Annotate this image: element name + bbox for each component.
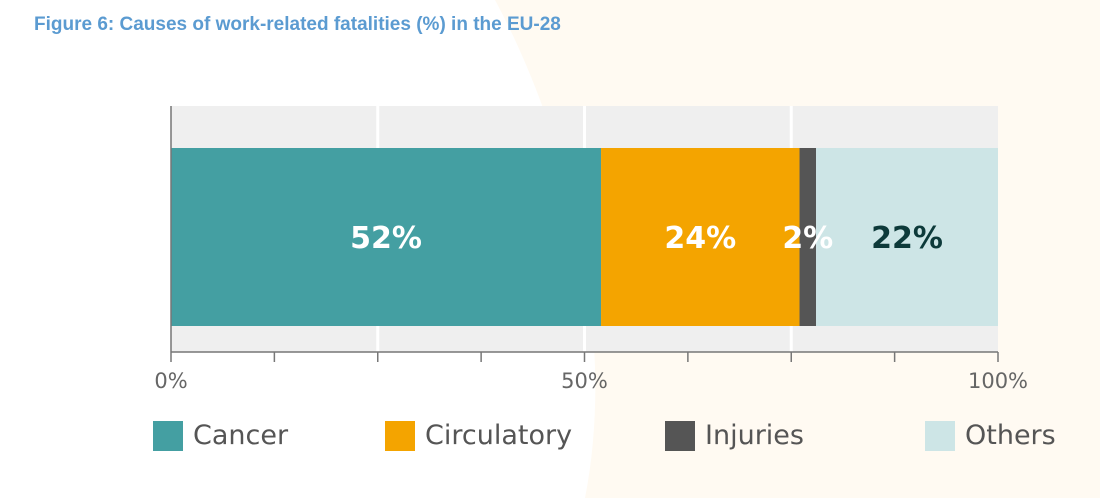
legend-swatch-circulatory [385, 420, 415, 451]
legend-swatch-cancer [153, 420, 183, 451]
data-label-injuries: 2% [782, 221, 833, 256]
legend-item-others: Others [925, 420, 1056, 451]
stacked-bar-chart: 52% 24% 2% 22% 0% 50% 100% [154, 106, 1028, 393]
legend-swatch-others [925, 420, 955, 451]
data-label-others: 22% [871, 221, 943, 256]
bar-segment-circulatory [601, 148, 800, 326]
chart-legend: Cancer Circulatory Injuries Others [0, 420, 1100, 470]
bar-segment-injuries [799, 148, 817, 326]
legend-swatch-injuries [665, 420, 695, 451]
x-tick-label: 50% [561, 369, 608, 393]
legend-item-cancer: Cancer [153, 420, 288, 451]
bar-segment-cancer [171, 148, 602, 326]
data-label-cancer: 52% [350, 221, 422, 256]
bar-segment-others [816, 148, 998, 326]
x-tick-label: 100% [968, 369, 1028, 393]
x-tick-label: 0% [154, 369, 187, 393]
legend-label-circulatory: Circulatory [425, 420, 573, 451]
legend-label-injuries: Injuries [705, 420, 804, 451]
data-label-circulatory: 24% [664, 221, 736, 256]
legend-item-circulatory: Circulatory [385, 420, 572, 451]
legend-label-cancer: Cancer [193, 420, 289, 451]
legend-label-others: Others [965, 420, 1056, 451]
figure-title: Figure 6: Causes of work-related fatalit… [34, 14, 561, 35]
legend-item-injuries: Injuries [665, 420, 804, 451]
